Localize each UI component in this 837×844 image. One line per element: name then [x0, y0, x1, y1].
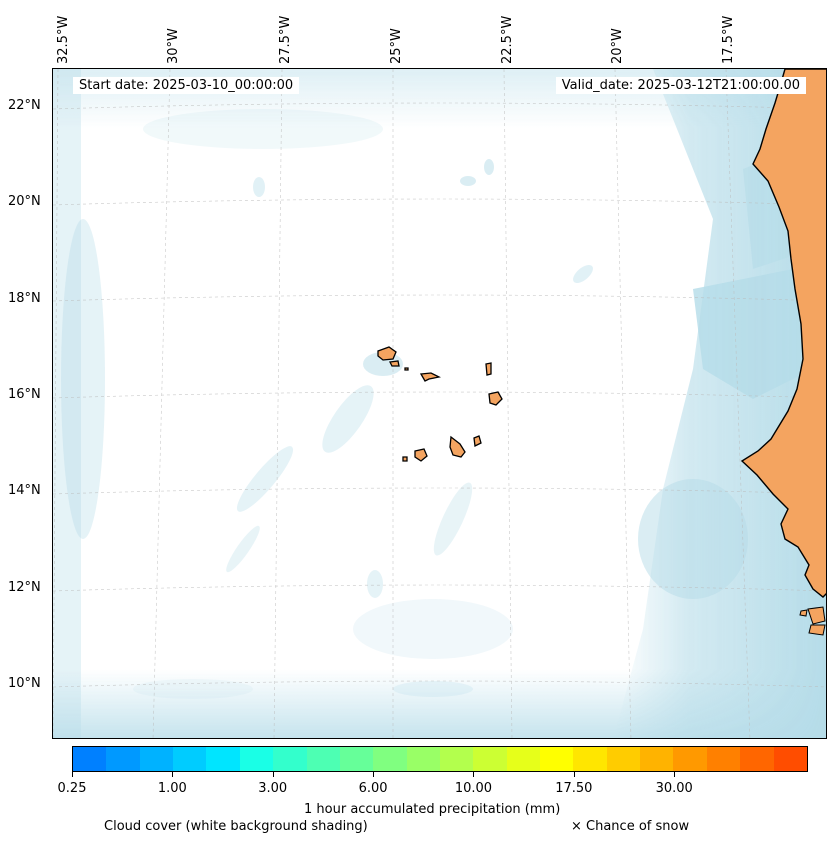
lon-label-32-5w: 32.5°W: [56, 15, 71, 64]
island-sao-vicente: [389, 360, 400, 367]
colorbar-segment: [506, 747, 541, 771]
colorbar-tick-label: 17.50: [555, 781, 593, 796]
bijagos-island-3: [799, 609, 808, 617]
island-sal: [485, 362, 492, 376]
cloud-cover-legend: Cloud cover (white background shading): [104, 819, 368, 834]
colorbar-segment: [73, 747, 107, 771]
colorbar-segment: [640, 747, 674, 771]
map-panel[interactable]: Start date: 2025-03-10_00:00:00 Valid_da…: [52, 68, 827, 739]
lat-label-22n: 22°N: [8, 98, 41, 113]
colorbar-tick: [573, 772, 575, 777]
lat-label-16n: 16°N: [8, 387, 41, 402]
cloud-cover-shading: [53, 69, 826, 738]
colorbar-segment: [706, 747, 741, 771]
island-santiago: [449, 435, 466, 458]
colorbar-tick: [473, 772, 475, 777]
colorbar-tick-label: 0.25: [57, 781, 87, 796]
island-sao-nicolau: [419, 372, 441, 382]
colorbar-segment: [139, 747, 174, 771]
colorbar-segment: [239, 747, 274, 771]
colorbar-segment: [173, 747, 207, 771]
colorbar-segment: [439, 747, 474, 771]
island-maio: [473, 435, 482, 447]
colorbar-label: 1 hour accumulated precipitation (mm): [304, 802, 561, 817]
colorbar-segment: [273, 747, 307, 771]
colorbar-tick-label: 30.00: [655, 781, 693, 796]
lat-label-20n: 20°N: [8, 194, 41, 209]
colorbar-segment: [573, 747, 607, 771]
lat-label-10n: 10°N: [8, 676, 41, 691]
map-canvas: [53, 69, 826, 738]
island-santo-antao: [377, 346, 397, 361]
valid-date-label: Valid_date: 2025-03-12T21:00:00.00: [555, 77, 806, 94]
lon-label-17-5w: 17.5°W: [721, 15, 736, 64]
colorbar-segment: [773, 747, 807, 771]
colorbar-segment: [540, 747, 574, 771]
colorbar-tick: [373, 772, 375, 777]
colorbar-tick: [674, 772, 676, 777]
precipitation-colorbar: [72, 746, 808, 772]
colorbar-segment: [206, 747, 240, 771]
graticule: [53, 69, 826, 738]
colorbar-tick: [272, 772, 274, 777]
colorbar-segment: [606, 747, 641, 771]
island-boa-vista: [488, 391, 503, 406]
snow-legend: × Chance of snow: [571, 819, 690, 834]
island-brava: [402, 456, 408, 462]
lon-label-30w: 30°W: [166, 28, 181, 64]
lat-label-18n: 18°N: [8, 291, 41, 306]
colorbar-segment: [673, 747, 707, 771]
colorbar-tick: [172, 772, 174, 777]
cape-verde-islands: [377, 346, 503, 462]
colorbar-segment: [306, 747, 340, 771]
start-date-label: Start date: 2025-03-10_00:00:00: [73, 77, 300, 94]
island-fogo: [414, 448, 428, 462]
colorbar-segment: [740, 747, 774, 771]
lon-label-22-5w: 22.5°W: [500, 15, 515, 64]
africa-landmass: [740, 69, 826, 598]
lat-label-14n: 14°N: [8, 483, 41, 498]
colorbar-segment: [406, 747, 440, 771]
lon-label-27-5w: 27.5°W: [278, 15, 293, 64]
colorbar-tick-label: 3.00: [258, 781, 288, 796]
colorbar-tick-label: 6.00: [358, 781, 388, 796]
lat-label-12n: 12°N: [8, 580, 41, 595]
colorbar-segment: [106, 747, 140, 771]
colorbar-segment: [373, 747, 407, 771]
bijagos-island-2: [808, 624, 826, 636]
colorbar-tick: [72, 772, 73, 777]
lon-label-20w: 20°W: [610, 28, 625, 64]
lon-label-25w: 25°W: [389, 28, 404, 64]
colorbar-segment: [339, 747, 374, 771]
colorbar-tick-label: 10.00: [454, 781, 493, 796]
colorbar-segment: [473, 747, 507, 771]
island-santa-luzia: [404, 367, 409, 371]
colorbar-tick-label: 1.00: [157, 781, 187, 796]
bijagos-island-1: [807, 606, 826, 625]
